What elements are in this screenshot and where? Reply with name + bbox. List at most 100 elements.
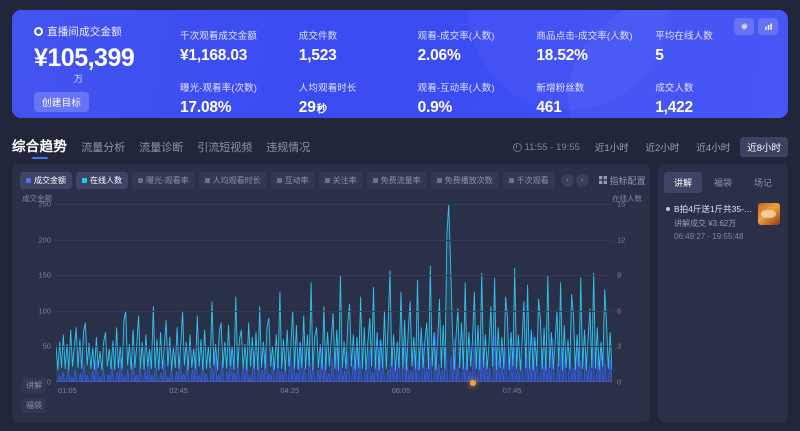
kpi-label: 观看-互动率(人数) bbox=[417, 83, 495, 94]
chip-free-play-count[interactable]: 免费播放次数 bbox=[430, 171, 499, 189]
chip-free-traffic-rate[interactable]: 免费流量率 bbox=[366, 171, 427, 189]
chip-pager: ‹ › bbox=[560, 173, 589, 187]
left-axis-tick: 150 bbox=[38, 270, 51, 280]
tab-row: 综合趋势 流量分析 流量诊断 引流短视频 违规情况 11:55 - 19:55 … bbox=[12, 132, 788, 162]
kpi-label: 观看-成交率(人数) bbox=[417, 31, 495, 42]
chip-color-swatch bbox=[372, 177, 378, 183]
kpi-label: 千次观看成交金额 bbox=[180, 31, 257, 42]
primary-metric-label-text: 直播间成交金额 bbox=[47, 26, 122, 38]
chart-baseline bbox=[56, 380, 612, 382]
chart-gridline bbox=[56, 310, 612, 312]
chip-thousand-views[interactable]: 千次观看 bbox=[502, 171, 555, 189]
x-axis-tick: 07:45 bbox=[502, 386, 522, 395]
chart-series-layer bbox=[56, 204, 612, 382]
list-item-text: B拍4斤送1斤共35-4... 讲解成交 ¥3.62万 06:49:27 - 1… bbox=[674, 203, 754, 241]
left-axis-tick: 250 bbox=[38, 199, 51, 209]
event-row-label-giftbag[interactable]: 福袋 bbox=[22, 398, 46, 413]
chevron-left-icon[interactable]: ‹ bbox=[560, 173, 574, 187]
kpi-value: 461 bbox=[536, 99, 562, 116]
chip-transaction-amount[interactable]: 成交金额 bbox=[20, 171, 72, 189]
kpi-value: 17.08% bbox=[180, 99, 232, 116]
tab-short-video[interactable]: 引流短视频 bbox=[197, 142, 253, 154]
time-btn-8h[interactable]: 近8小时 bbox=[740, 137, 788, 157]
sidebar-tab-explain[interactable]: 讲解 bbox=[664, 172, 702, 193]
left-axis-tick: 200 bbox=[38, 235, 51, 245]
chip-label: 千次观看 bbox=[516, 175, 549, 185]
kpi-item: 人均观看时长 29秒 bbox=[299, 80, 418, 117]
grid-icon bbox=[598, 176, 607, 184]
metric-config-label: 指标配置 bbox=[609, 175, 646, 186]
primary-metric-unit: 万 bbox=[74, 74, 84, 84]
left-axis-tick: 0 bbox=[46, 377, 51, 387]
sidebar-tab-giftbag[interactable]: 福袋 bbox=[713, 178, 732, 188]
chart-area-viewers bbox=[56, 204, 612, 382]
chip-color-swatch bbox=[26, 177, 31, 183]
kpi-item: 新增粉丝数 461 bbox=[536, 80, 655, 117]
tab-traffic-diagnosis[interactable]: 流量诊断 bbox=[139, 142, 184, 154]
chip-interaction-rate[interactable]: 互动率 bbox=[270, 171, 315, 189]
x-axis-tick: 01:05 bbox=[58, 386, 77, 395]
event-row-label-explain[interactable]: 讲解 bbox=[22, 378, 46, 393]
metric-config-button[interactable]: 指标配置 bbox=[598, 174, 646, 187]
gear-icon[interactable] bbox=[734, 18, 754, 35]
chevron-right-icon[interactable]: › bbox=[575, 173, 589, 187]
primary-metric: 直播间成交金额 ¥105,399 万 创建目标 bbox=[34, 24, 169, 112]
left-axis-tick: 100 bbox=[38, 306, 51, 316]
chart-gridline bbox=[56, 204, 612, 205]
kpi-label: 新增粉丝数 bbox=[536, 83, 585, 94]
kpi-label: 曝光-观看率(次数) bbox=[180, 83, 257, 94]
kpi-item: 曝光-观看率(次数) 17.08% bbox=[180, 80, 299, 117]
list-item-time: 06:49:27 - 19:55:48 bbox=[674, 232, 744, 241]
chart-line-viewers bbox=[56, 204, 612, 370]
x-axis-tick: 04:25 bbox=[280, 386, 300, 395]
chip-color-swatch bbox=[436, 177, 442, 183]
event-dot-icon[interactable] bbox=[470, 380, 476, 386]
chip-label: 成交金额 bbox=[34, 175, 66, 185]
tab-violations[interactable]: 违规情况 bbox=[266, 142, 311, 154]
chip-label: 互动率 bbox=[284, 175, 309, 185]
chip-color-swatch bbox=[204, 177, 210, 183]
tab-comprehensive-trend[interactable]: 综合趋势 bbox=[12, 135, 67, 159]
list-item[interactable]: B拍4斤送1斤共35-4... 讲解成交 ¥3.62万 06:49:27 - 1… bbox=[658, 193, 788, 241]
event-rows: 讲解 福袋 bbox=[22, 376, 642, 416]
kpi-value: 2.06% bbox=[417, 47, 461, 64]
chip-label: 在线人数 bbox=[90, 175, 122, 185]
chart-icon[interactable] bbox=[758, 18, 778, 35]
time-btn-1h[interactable]: 近1小时 bbox=[594, 143, 629, 154]
x-axis-tick: 06:05 bbox=[391, 386, 411, 395]
kpi-label: 成交人数 bbox=[655, 83, 694, 94]
chip-color-swatch bbox=[276, 177, 282, 183]
chip-avg-watch-time[interactable]: 人均观看时长 bbox=[198, 171, 267, 189]
chip-label: 免费播放次数 bbox=[444, 175, 493, 185]
chip-color-swatch bbox=[324, 177, 330, 183]
clock-icon bbox=[512, 142, 522, 152]
kpi-item: 观看-成交率(人数) 2.06% bbox=[418, 28, 537, 65]
product-thumbnail[interactable] bbox=[758, 203, 780, 225]
kpi-item: 商品点击-成交率(人数) 18.52% bbox=[536, 28, 655, 65]
time-btn-2h[interactable]: 近2小时 bbox=[645, 143, 680, 154]
chart-plot-area[interactable]: 0 50 100 150 200 250 0 3 6 9 12 15 01:05 02:45 04:25 06… bbox=[38, 200, 625, 396]
primary-metric-label: 直播间成交金额 bbox=[34, 24, 169, 39]
tab-traffic-analysis[interactable]: 流量分析 bbox=[81, 142, 126, 154]
chip-online-viewers[interactable]: 在线人数 bbox=[76, 171, 128, 189]
card-tool-buttons bbox=[734, 18, 778, 35]
right-axis-tick: 0 bbox=[617, 377, 622, 387]
create-goal-button[interactable]: 创建目标 bbox=[34, 92, 90, 112]
kpi-value-number: 29 bbox=[298, 99, 316, 116]
kpi-item: 观看-互动率(人数) 0.9% bbox=[418, 80, 537, 117]
list-item-subtitle: 讲解成交 ¥3.62万 bbox=[674, 219, 737, 228]
chip-follow-rate[interactable]: 关注率 bbox=[318, 171, 363, 189]
kpi-value: 0.9% bbox=[417, 99, 453, 116]
kpi-label: 商品点击-成交率(人数) bbox=[536, 31, 633, 42]
sidebar-tabs: 讲解 福袋 场记 bbox=[658, 164, 788, 193]
kpi-item: 平均在线人数 5 bbox=[655, 28, 774, 65]
kpi-item: 成交件数 1,523 bbox=[299, 28, 418, 65]
sidebar-tab-log[interactable]: 场记 bbox=[753, 178, 772, 188]
right-axis-tick: 15 bbox=[617, 199, 626, 209]
left-axis-title: 成交金额 bbox=[22, 194, 52, 203]
kpi-item: 千次观看成交金额 ¥1,168.03 bbox=[180, 28, 299, 65]
chart-gridline bbox=[56, 275, 612, 277]
chip-exposure-view-rate[interactable]: 曝光-观看率 bbox=[132, 171, 195, 189]
time-btn-4h[interactable]: 近4小时 bbox=[696, 143, 731, 154]
